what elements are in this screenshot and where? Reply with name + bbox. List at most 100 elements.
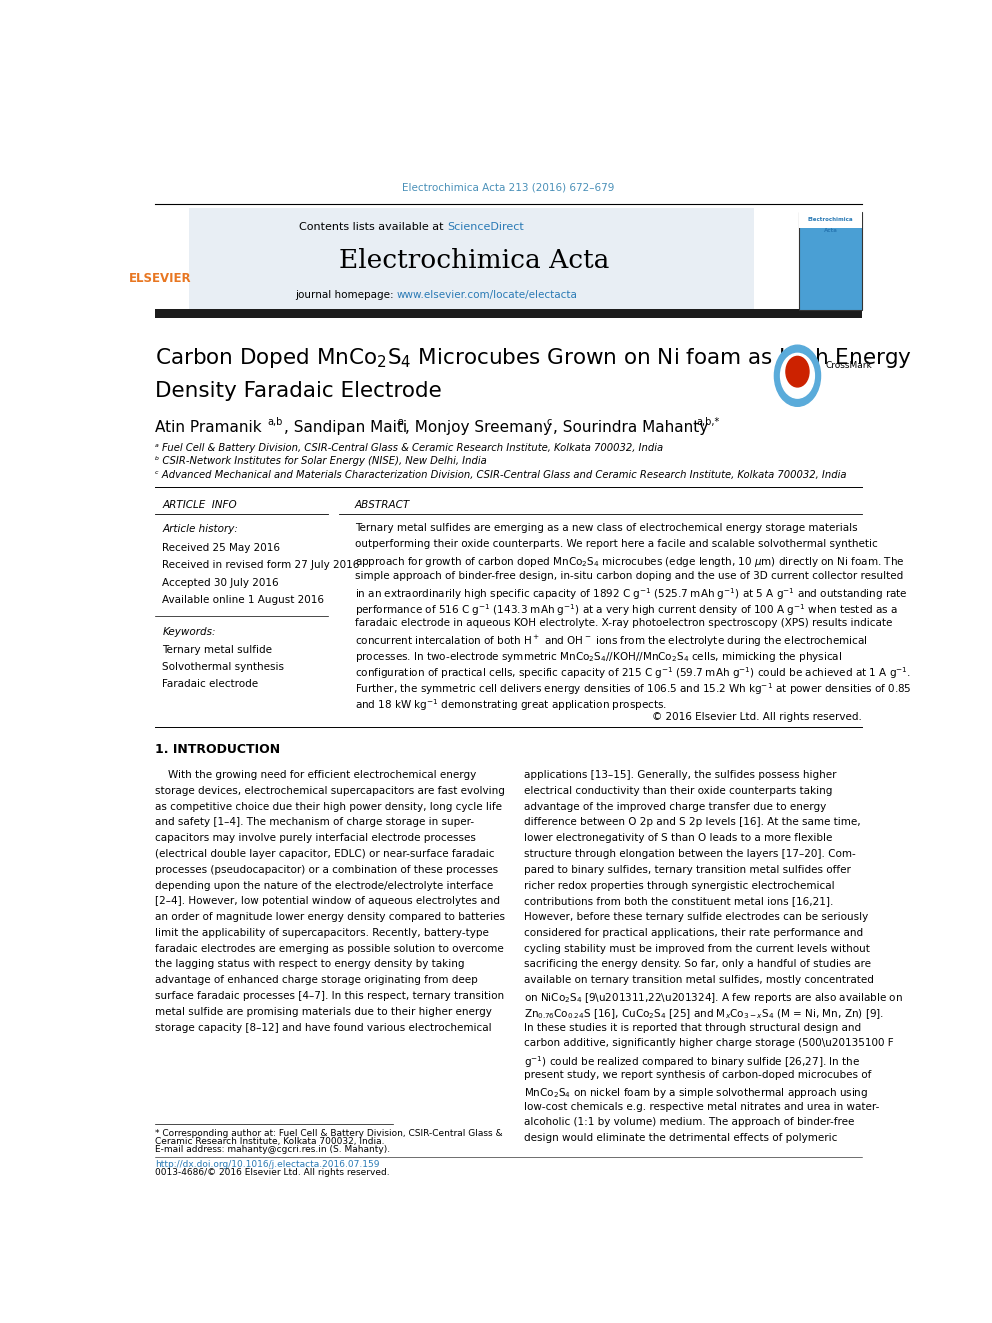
Text: low-cost chemicals e.g. respective metal nitrates and urea in water-: low-cost chemicals e.g. respective metal… [524, 1102, 879, 1111]
Text: limit the applicability of supercapacitors. Recently, battery-type: limit the applicability of supercapacito… [155, 927, 489, 938]
Text: Further, the symmetric cell delivers energy densities of 106.5 and 15.2 Wh kg$^{: Further, the symmetric cell delivers ene… [355, 681, 912, 697]
Text: www.elsevier.com/locate/electacta: www.elsevier.com/locate/electacta [397, 290, 577, 300]
Text: Atin Pramanik: Atin Pramanik [155, 421, 261, 435]
Text: Available online 1 August 2016: Available online 1 August 2016 [163, 595, 324, 605]
Text: ᶜ Advanced Mechanical and Materials Characterization Division, CSIR-Central Glas: ᶜ Advanced Mechanical and Materials Char… [155, 470, 846, 479]
Text: an order of magnitude lower energy density compared to batteries: an order of magnitude lower energy densi… [155, 912, 505, 922]
Text: processes. In two-electrode symmetric MnCo$_2$S$_4$//KOH//MnCo$_2$S$_4$ cells, m: processes. In two-electrode symmetric Mn… [355, 650, 842, 664]
Text: advantage of the improved charge transfer due to energy: advantage of the improved charge transfe… [524, 802, 826, 811]
Text: difference between O 2p and S 2p levels [16]. At the same time,: difference between O 2p and S 2p levels … [524, 818, 860, 827]
Circle shape [781, 353, 814, 398]
Text: ABSTRACT: ABSTRACT [355, 500, 410, 511]
Text: depending upon the nature of the electrode/electrolyte interface: depending upon the nature of the electro… [155, 881, 493, 890]
Text: a,b: a,b [268, 417, 283, 426]
Text: * Corresponding author at: Fuel Cell & Battery Division, CSIR-Central Glass &: * Corresponding author at: Fuel Cell & B… [155, 1129, 502, 1138]
Text: (electrical double layer capacitor, EDLC) or near-surface faradaic: (electrical double layer capacitor, EDLC… [155, 849, 494, 859]
Text: on NiCo$_2$S$_4$ [9\u201311,22\u201324]. A few reports are also available on: on NiCo$_2$S$_4$ [9\u201311,22\u201324].… [524, 991, 903, 1005]
Text: Ternary metal sulfides are emerging as a new class of electrochemical energy sto: Ternary metal sulfides are emerging as a… [355, 524, 857, 533]
Text: alcoholic (1:1 by volume) medium. The approach of binder-free: alcoholic (1:1 by volume) medium. The ap… [524, 1118, 854, 1127]
Text: Electrochimica Acta 213 (2016) 672–679: Electrochimica Acta 213 (2016) 672–679 [402, 183, 615, 192]
Text: as competitive choice due their high power density, long cycle life: as competitive choice due their high pow… [155, 802, 502, 811]
Text: and 18 kW kg$^{-1}$ demonstrating great application prospects.: and 18 kW kg$^{-1}$ demonstrating great … [355, 697, 667, 713]
Text: CrossMark: CrossMark [825, 361, 872, 370]
Text: 1. INTRODUCTION: 1. INTRODUCTION [155, 744, 280, 757]
Text: simple approach of binder-free design, in-situ carbon doping and the use of 3D c: simple approach of binder-free design, i… [355, 570, 903, 581]
Text: 0013-4686/© 2016 Elsevier Ltd. All rights reserved.: 0013-4686/© 2016 Elsevier Ltd. All right… [155, 1168, 390, 1177]
Text: [2–4]. However, low potential window of aqueous electrolytes and: [2–4]. However, low potential window of … [155, 896, 500, 906]
Text: ᵇ CSIR-Network Institutes for Solar Energy (NISE), New Delhi, India: ᵇ CSIR-Network Institutes for Solar Ener… [155, 456, 486, 466]
Text: Received 25 May 2016: Received 25 May 2016 [163, 542, 281, 553]
Text: , Monjoy Sreemany: , Monjoy Sreemany [406, 421, 553, 435]
Text: journal homepage:: journal homepage: [295, 290, 397, 300]
Text: Keywords:: Keywords: [163, 627, 216, 638]
Text: design would eliminate the detrimental effects of polymeric: design would eliminate the detrimental e… [524, 1134, 837, 1143]
Text: in an extraordinarily high specific capacity of 1892 C g$^{-1}$ (525.7 mAh g$^{-: in an extraordinarily high specific capa… [355, 586, 908, 602]
FancyBboxPatch shape [799, 205, 862, 228]
FancyBboxPatch shape [189, 208, 755, 310]
Text: present study, we report synthesis of carbon-doped microcubes of: present study, we report synthesis of ca… [524, 1070, 871, 1080]
Text: , Sourindra Mahanty: , Sourindra Mahanty [553, 421, 708, 435]
Text: advantage of enhanced charge storage originating from deep: advantage of enhanced charge storage ori… [155, 975, 477, 986]
Text: storage capacity [8–12] and have found various electrochemical: storage capacity [8–12] and have found v… [155, 1023, 491, 1033]
Text: Solvothermal synthesis: Solvothermal synthesis [163, 662, 285, 672]
Text: outperforming their oxide counterparts. We report here a facile and scalable sol: outperforming their oxide counterparts. … [355, 540, 877, 549]
Text: richer redox properties through synergistic electrochemical: richer redox properties through synergis… [524, 881, 834, 890]
Text: pared to binary sulfides, ternary transition metal sulfides offer: pared to binary sulfides, ternary transi… [524, 865, 851, 875]
Text: Density Faradaic Electrode: Density Faradaic Electrode [155, 381, 441, 401]
Text: a: a [398, 417, 404, 426]
Text: electrical conductivity than their oxide counterparts taking: electrical conductivity than their oxide… [524, 786, 832, 795]
Text: Article history:: Article history: [163, 524, 238, 533]
Text: Accepted 30 July 2016: Accepted 30 July 2016 [163, 578, 279, 587]
Text: sacrificing the energy density. So far, only a handful of studies are: sacrificing the energy density. So far, … [524, 959, 871, 970]
Text: surface faradaic processes [4–7]. In this respect, ternary transition: surface faradaic processes [4–7]. In thi… [155, 991, 504, 1002]
Text: ELSEVIER: ELSEVIER [129, 273, 191, 286]
Text: faradaic electrodes are emerging as possible solution to overcome: faradaic electrodes are emerging as poss… [155, 943, 504, 954]
Text: metal sulfide are promising materials due to their higher energy: metal sulfide are promising materials du… [155, 1007, 492, 1017]
Text: http://dx.doi.org/10.1016/j.electacta.2016.07.159: http://dx.doi.org/10.1016/j.electacta.20… [155, 1160, 379, 1168]
Text: © 2016 Elsevier Ltd. All rights reserved.: © 2016 Elsevier Ltd. All rights reserved… [652, 712, 862, 722]
Text: Electrochimica: Electrochimica [807, 217, 853, 222]
Text: With the growing need for efficient electrochemical energy: With the growing need for efficient elec… [155, 770, 476, 781]
Text: concurrent intercalation of both H$^+$ and OH$^-$ ions from the electrolyte duri: concurrent intercalation of both H$^+$ a… [355, 634, 867, 650]
Text: processes (pseudocapacitor) or a combination of these processes: processes (pseudocapacitor) or a combina… [155, 865, 498, 875]
Circle shape [786, 356, 809, 386]
FancyBboxPatch shape [799, 212, 862, 310]
Text: considered for practical applications, their rate performance and: considered for practical applications, t… [524, 927, 863, 938]
Text: Ternary metal sulfide: Ternary metal sulfide [163, 644, 273, 655]
Text: g$^{-1}$) could be realized compared to binary sulfide [26,27]. In the: g$^{-1}$) could be realized compared to … [524, 1054, 860, 1070]
Text: a,b,*: a,b,* [696, 417, 720, 426]
Text: approach for growth of carbon doped MnCo$_2$S$_4$ microcubes (edge length, 10 $\: approach for growth of carbon doped MnCo… [355, 556, 904, 569]
Circle shape [775, 345, 820, 406]
Text: Zn$_{0.76}$Co$_{0.24}$S [16], CuCo$_2$S$_4$ [25] and M$_x$Co$_{3-x}$S$_4$ (M = N: Zn$_{0.76}$Co$_{0.24}$S [16], CuCo$_2$S$… [524, 1007, 884, 1020]
Text: ARTICLE  INFO: ARTICLE INFO [163, 500, 237, 511]
Text: Faradaic electrode: Faradaic electrode [163, 680, 259, 689]
Text: configuration of practical cells, specific capacity of 215 C g$^{-1}$ (59.7 mAh : configuration of practical cells, specif… [355, 665, 911, 681]
Text: Contents lists available at: Contents lists available at [299, 222, 446, 232]
Text: , Sandipan Maiti: , Sandipan Maiti [284, 421, 407, 435]
Text: Electrochimica Acta: Electrochimica Acta [338, 249, 609, 273]
Text: faradaic electrode in aqueous KOH electrolyte. X-ray photoelectron spectroscopy : faradaic electrode in aqueous KOH electr… [355, 618, 892, 628]
Text: applications [13–15]. Generally, the sulfides possess higher: applications [13–15]. Generally, the sul… [524, 770, 836, 781]
Text: contributions from both the constituent metal ions [16,21].: contributions from both the constituent … [524, 896, 833, 906]
Text: However, before these ternary sulfide electrodes can be seriously: However, before these ternary sulfide el… [524, 912, 868, 922]
Text: ᵃ Fuel Cell & Battery Division, CSIR-Central Glass & Ceramic Research Institute,: ᵃ Fuel Cell & Battery Division, CSIR-Cen… [155, 443, 663, 452]
Text: carbon additive, significantly higher charge storage (500\u20135100 F: carbon additive, significantly higher ch… [524, 1039, 894, 1048]
Text: Acta: Acta [823, 228, 837, 233]
Text: capacitors may involve purely interfacial electrode processes: capacitors may involve purely interfacia… [155, 833, 475, 843]
Text: performance of 516 C g$^{-1}$ (143.3 mAh g$^{-1}$) at a very high current densit: performance of 516 C g$^{-1}$ (143.3 mAh… [355, 602, 898, 618]
Text: In these studies it is reported that through structural design and: In these studies it is reported that thr… [524, 1023, 861, 1033]
Text: and safety [1–4]. The mechanism of charge storage in super-: and safety [1–4]. The mechanism of charg… [155, 818, 474, 827]
Text: cycling stability must be improved from the current levels without: cycling stability must be improved from … [524, 943, 870, 954]
Bar [155, 308, 862, 318]
Text: c: c [546, 417, 552, 426]
Text: lower electronegativity of S than O leads to a more flexible: lower electronegativity of S than O lead… [524, 833, 832, 843]
Text: available on ternary transition metal sulfides, mostly concentrated: available on ternary transition metal su… [524, 975, 874, 986]
Text: ScienceDirect: ScienceDirect [446, 222, 524, 232]
Text: E-mail address: mahanty@cgcri.res.in (S. Mahanty).: E-mail address: mahanty@cgcri.res.in (S.… [155, 1146, 390, 1155]
Text: Carbon Doped MnCo$_2$S$_4$ Microcubes Grown on Ni foam as High Energy: Carbon Doped MnCo$_2$S$_4$ Microcubes Gr… [155, 347, 912, 370]
Text: storage devices, electrochemical supercapacitors are fast evolving: storage devices, electrochemical superca… [155, 786, 505, 795]
Text: Ceramic Research Institute, Kolkata 700032, India.: Ceramic Research Institute, Kolkata 7000… [155, 1138, 384, 1146]
Text: MnCo$_2$S$_4$ on nickel foam by a simple solvothermal approach using: MnCo$_2$S$_4$ on nickel foam by a simple… [524, 1086, 868, 1099]
Text: Received in revised form 27 July 2016: Received in revised form 27 July 2016 [163, 560, 360, 570]
Text: the lagging status with respect to energy density by taking: the lagging status with respect to energ… [155, 959, 464, 970]
